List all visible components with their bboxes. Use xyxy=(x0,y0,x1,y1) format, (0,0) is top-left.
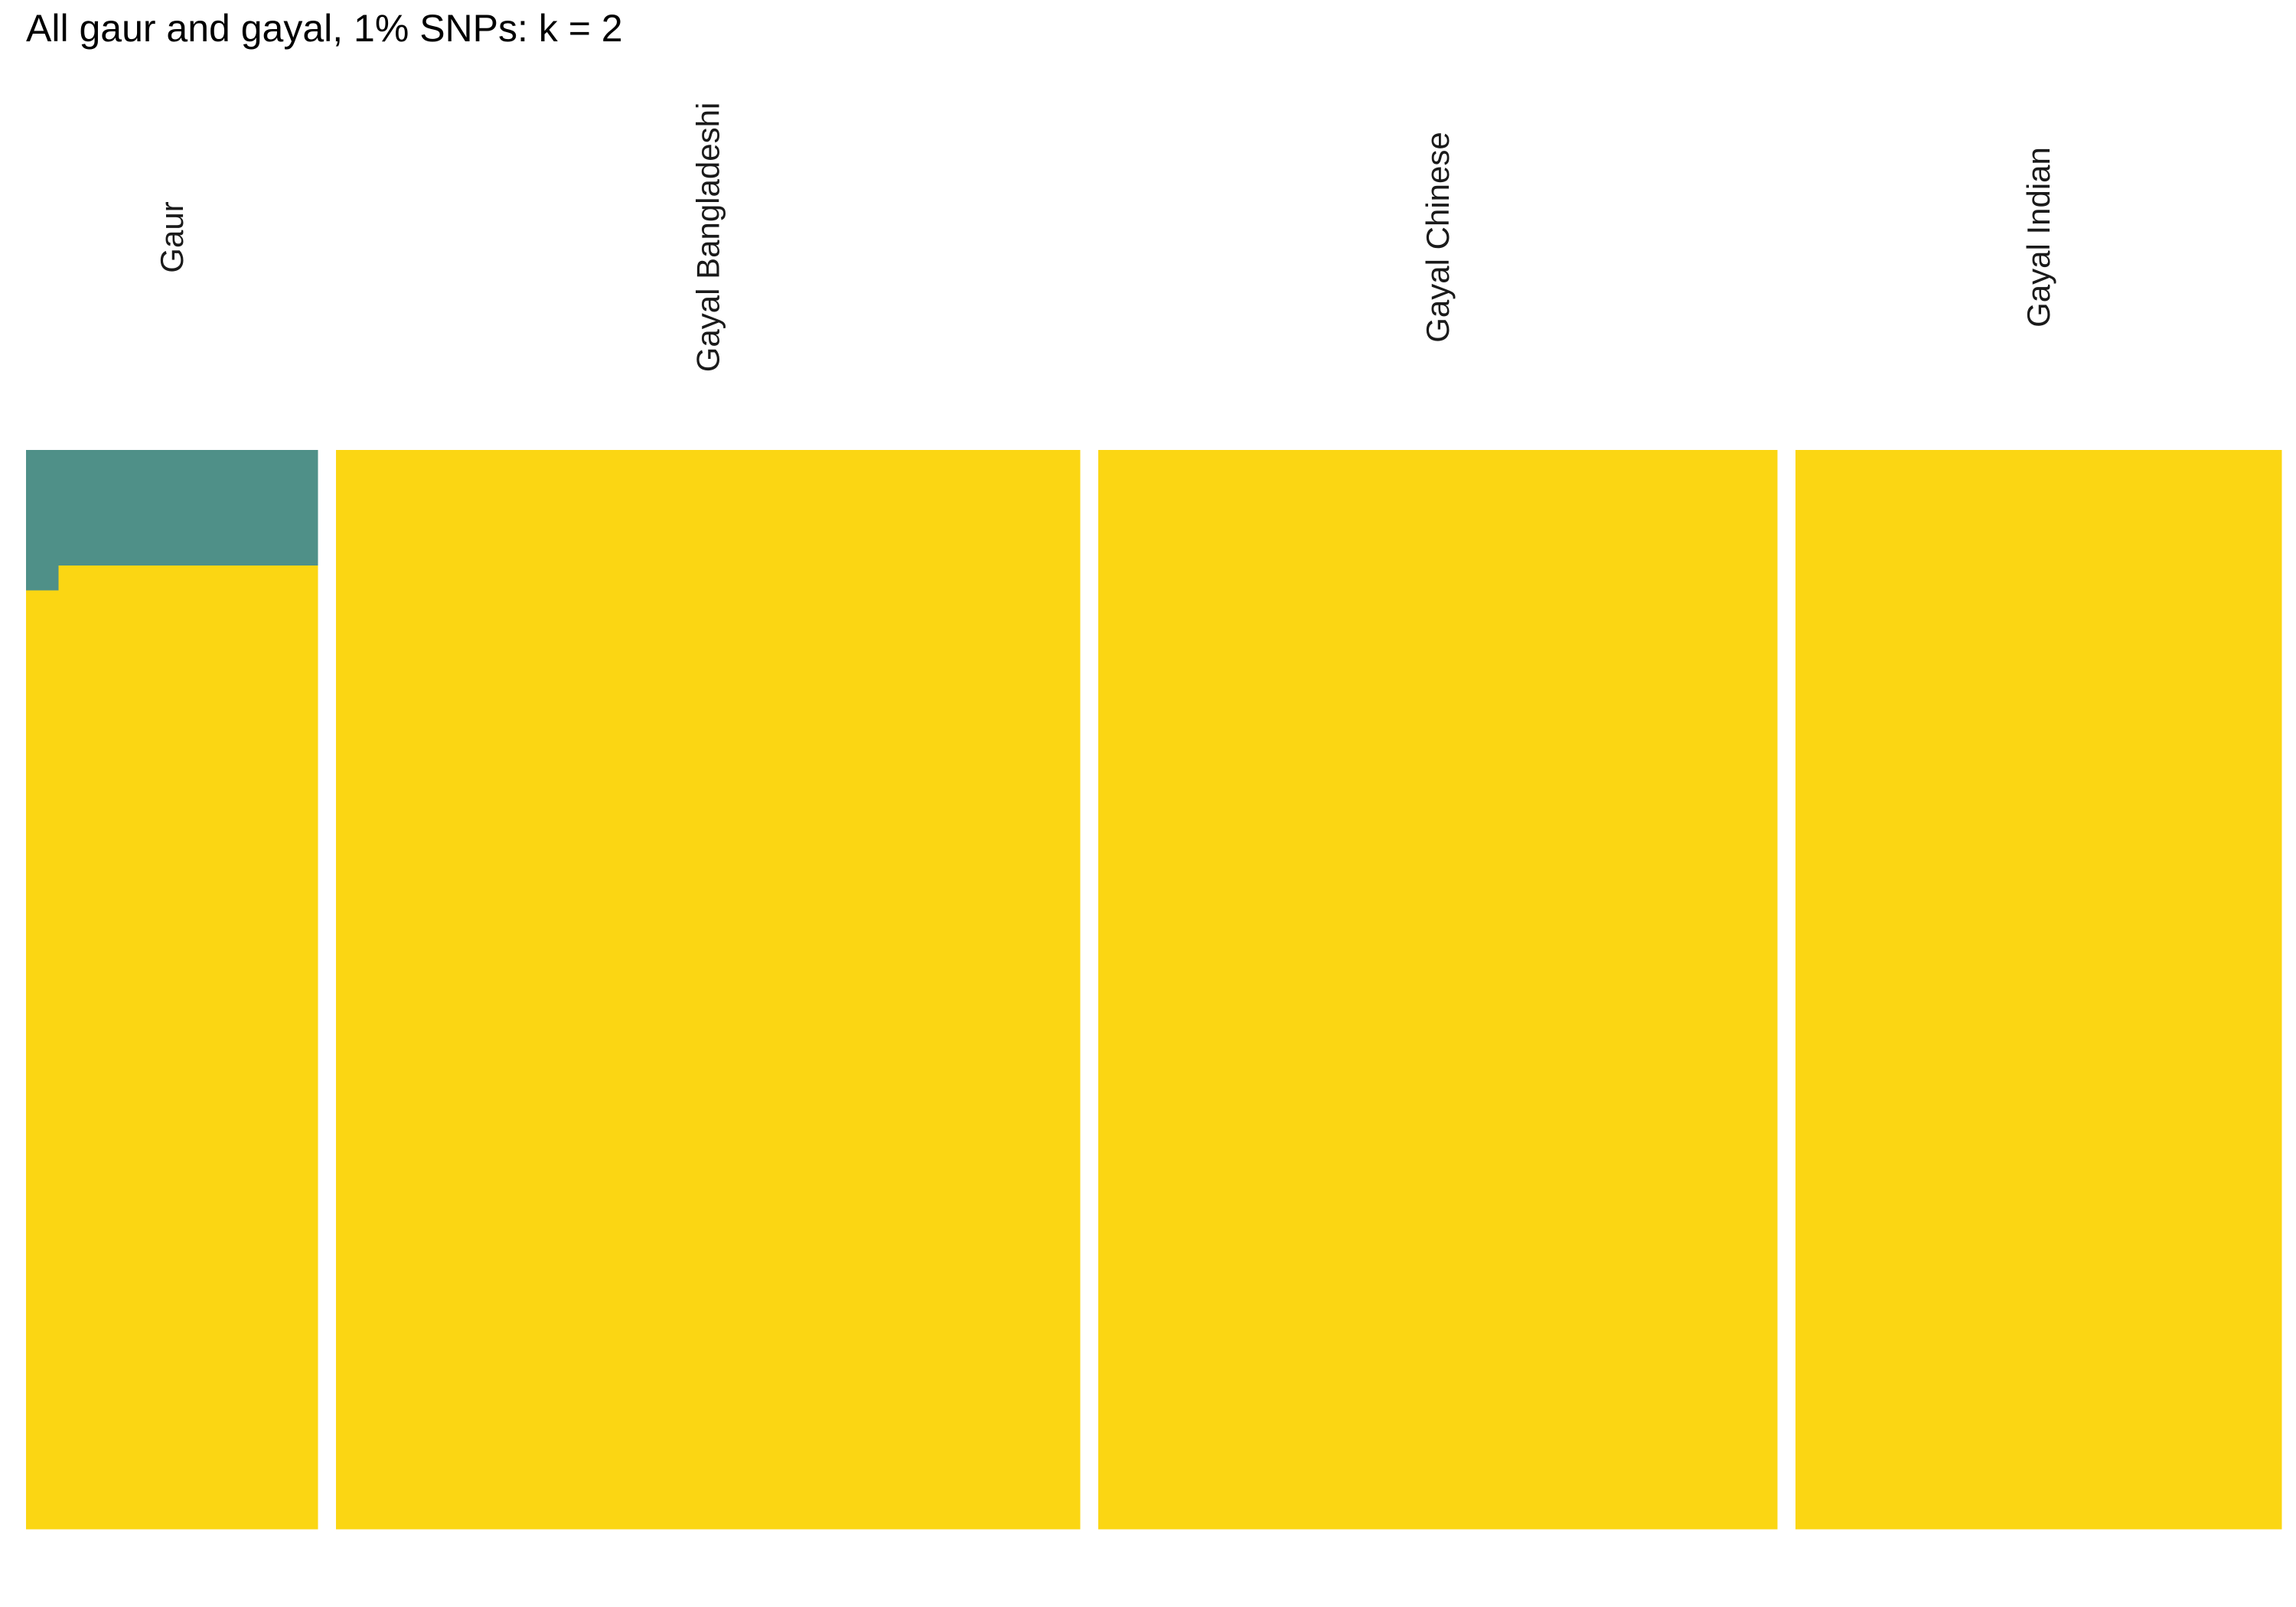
panel-gayal-bangladeshi xyxy=(336,450,1081,1530)
admixture-bar-segment xyxy=(1453,450,1487,1530)
admixture-bar-segment xyxy=(1130,450,1164,1530)
admixture-bar-segment xyxy=(90,450,124,566)
admixture-bar-segment xyxy=(285,565,318,1530)
admixture-bar-segment xyxy=(1389,450,1422,1530)
admixture-bar-segment xyxy=(123,450,156,566)
admixture-bar-segment xyxy=(691,450,725,1530)
admixture-bar-segment xyxy=(659,450,693,1530)
admixture-bar-segment xyxy=(627,450,660,1530)
admixture-bar-segment xyxy=(885,450,919,1530)
admixture-bar-segment xyxy=(26,450,59,591)
admixture-bar-segment xyxy=(336,450,369,1530)
admixture-bar-segment xyxy=(2151,450,2185,1530)
admixture-bar-segment xyxy=(497,450,531,1530)
admixture-bar-segment xyxy=(90,565,124,1530)
admixture-bar-segment xyxy=(253,565,286,1530)
admixture-bar-segment xyxy=(2184,450,2217,1530)
admixture-bar-segment xyxy=(1324,450,1358,1530)
admixture-bar-segment xyxy=(1925,450,1958,1530)
admixture-bar-segment xyxy=(188,450,221,566)
admixture-bar-segment xyxy=(400,450,434,1530)
admixture-bar-segment xyxy=(155,565,189,1530)
admixture-bar-segment xyxy=(1486,450,1519,1530)
admixture-bar-segment xyxy=(1957,450,1991,1530)
admixture-bar-segment xyxy=(123,565,156,1530)
admixture-bar-segment xyxy=(188,565,221,1530)
admixture-bar-segment xyxy=(1712,450,1746,1530)
admixture-bar-segment xyxy=(595,450,628,1530)
admixture-bar-segment xyxy=(788,450,822,1530)
chart-title: All gaur and gayal, 1% SNPs: k = 2 xyxy=(26,7,623,50)
admixture-bar-segment xyxy=(1047,450,1081,1530)
admixture-bar-segment xyxy=(465,450,498,1530)
admixture-bar-segment xyxy=(2119,450,2153,1530)
admixture-bar-segment xyxy=(724,450,757,1530)
admixture-bar-segment xyxy=(155,450,189,566)
admixture-bar-segment xyxy=(58,565,92,1530)
admixture-bar-segment xyxy=(1744,450,1778,1530)
panel-gayal-indian xyxy=(1795,450,2282,1530)
admixture-bar-segment xyxy=(1990,450,2023,1530)
admixture-bar-segment xyxy=(918,450,951,1530)
admixture-bar-segment xyxy=(2216,450,2250,1530)
admixture-bar-segment xyxy=(2054,450,2088,1530)
admixture-bar-segment xyxy=(950,450,983,1530)
facet-label: Gayal Bangladeshi xyxy=(690,103,726,373)
admixture-bar-segment xyxy=(26,590,59,1530)
admixture-bar-segment xyxy=(220,565,253,1530)
admixture-bar-segment xyxy=(1828,450,1861,1530)
admixture-bar-segment xyxy=(1648,450,1681,1530)
admixture-bar-segment xyxy=(1015,450,1049,1530)
admixture-bar-segment xyxy=(285,450,318,566)
admixture-bar-segment xyxy=(1518,450,1551,1530)
admixture-bar-segment xyxy=(820,450,854,1530)
admixture-bar-segment xyxy=(1292,450,1326,1530)
admixture-bar-segment xyxy=(1583,450,1616,1530)
admixture-bar-segment xyxy=(1893,450,1926,1530)
admixture-bar-segment xyxy=(368,450,402,1530)
facet-label: Gayal Indian xyxy=(2020,147,2056,328)
admixture-bar-segment xyxy=(2087,450,2120,1530)
admixture-bar-segment xyxy=(562,450,595,1530)
panel-gaur xyxy=(26,450,318,1530)
admixture-bar-segment xyxy=(2022,450,2056,1530)
admixture-bar-segment xyxy=(1680,450,1714,1530)
admixture-bar-segment xyxy=(1551,450,1584,1530)
admixture-bar-segment xyxy=(1260,450,1293,1530)
admixture-bar-segment xyxy=(220,450,253,566)
admixture-bar-segment xyxy=(530,450,563,1530)
admixture-bar-segment xyxy=(253,450,286,566)
admixture-bar-segment xyxy=(432,450,466,1530)
admixture-bar-segment xyxy=(756,450,790,1530)
admixture-bar-segment xyxy=(1195,450,1228,1530)
admixture-bar-segment xyxy=(853,450,887,1530)
admixture-bar-segment xyxy=(1356,450,1390,1530)
admixture-bar-segment xyxy=(1795,450,1828,1530)
admixture-bar-segment xyxy=(2249,450,2282,1530)
admixture-bar-segment xyxy=(58,450,92,566)
admixture-bar-segment xyxy=(983,450,1016,1530)
admixture-bar-segment xyxy=(1860,450,1893,1530)
admixture-bar-segment xyxy=(1098,450,1131,1530)
admixture-bar-segment xyxy=(1227,450,1261,1530)
admixture-bar-segment xyxy=(1163,450,1196,1530)
facet-label: Gaur xyxy=(154,201,190,272)
admixture-bar-segment xyxy=(1421,450,1455,1530)
facet-label: Gayal Chinese xyxy=(1420,132,1456,342)
panel-gayal-chinese xyxy=(1098,450,1778,1530)
admixture-bar-segment xyxy=(1615,450,1649,1530)
